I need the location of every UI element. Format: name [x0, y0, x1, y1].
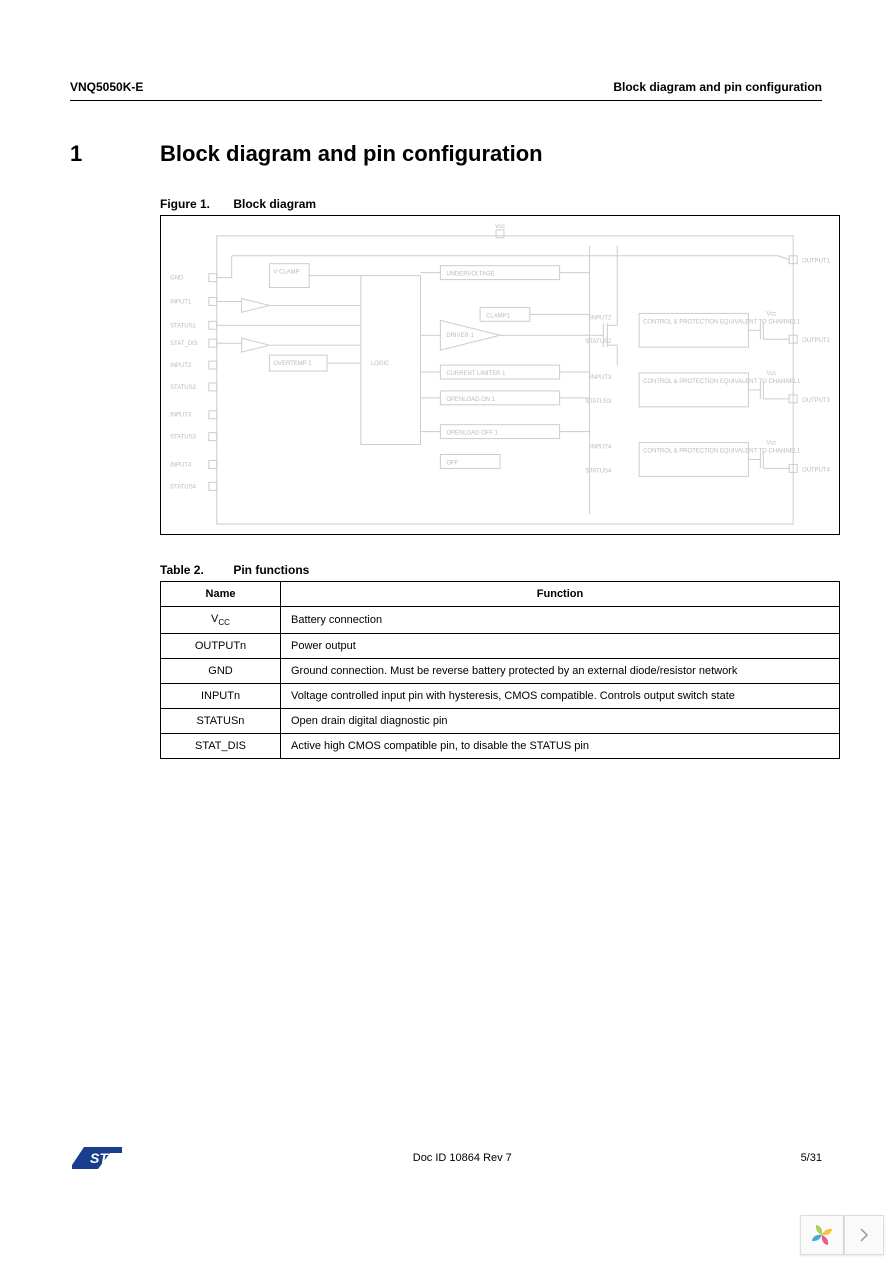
- st-logo-icon: ST: [70, 1143, 124, 1173]
- svg-text:STATUS1: STATUS1: [170, 323, 197, 329]
- bottom-nav: [800, 1215, 884, 1255]
- page-header: VNQ5050K-E Block diagram and pin configu…: [70, 80, 822, 101]
- vcc-label: Vcc: [495, 224, 505, 230]
- table-row: STATUSn Open drain digital diagnostic pi…: [161, 709, 840, 734]
- svg-text:STATUS4: STATUS4: [585, 468, 612, 474]
- section-heading: 1 Block diagram and pin configuration: [70, 141, 822, 167]
- buf2-icon: [242, 338, 270, 352]
- svg-text:STATUS4: STATUS4: [170, 484, 197, 490]
- svg-text:CONTROL & PROTECTION EQUIVALEN: CONTROL & PROTECTION EQUIVALENT TO CHANN…: [643, 319, 801, 325]
- svg-text:INPUT4: INPUT4: [590, 445, 612, 451]
- svg-text:INPUT1: INPUT1: [170, 299, 192, 305]
- section-number: 1: [70, 141, 160, 167]
- pin-name: STAT_DIS: [161, 734, 281, 759]
- pin-name: OUTPUTn: [161, 634, 281, 659]
- svg-text:GND: GND: [170, 276, 184, 282]
- table-title: Pin functions: [233, 563, 309, 577]
- nav-next-button[interactable]: [844, 1215, 884, 1255]
- page-footer: ST Doc ID 10864 Rev 7 5/31: [70, 1143, 822, 1173]
- svg-text:INPUT3: INPUT3: [170, 413, 192, 419]
- table-row: OUTPUTn Power output: [161, 634, 840, 659]
- svg-text:Vcc: Vcc: [766, 371, 776, 377]
- nav-home-button[interactable]: [800, 1215, 844, 1255]
- figure-caption: Figure 1. Block diagram: [160, 197, 822, 211]
- svg-text:Vcc: Vcc: [766, 311, 776, 317]
- col-name: Name: [161, 582, 281, 607]
- svg-text:OFF: OFF: [446, 460, 458, 466]
- pin-func: Ground connection. Must be reverse batte…: [281, 659, 840, 684]
- col-function: Function: [281, 582, 840, 607]
- table-row: VCC Battery connection: [161, 607, 840, 634]
- pin-func: Open drain digital diagnostic pin: [281, 709, 840, 734]
- table-row: GND Ground connection. Must be reverse b…: [161, 659, 840, 684]
- table-header-row: Name Function: [161, 582, 840, 607]
- right-pins: OUTPUT1 OUTPUT2 OUTPUT3 OUTPUT4: [789, 256, 830, 474]
- footer-page-num: 5/31: [801, 1152, 822, 1164]
- table-caption: Table 2. Pin functions: [160, 563, 822, 577]
- header-left: VNQ5050K-E: [70, 80, 143, 94]
- svg-text:ST: ST: [90, 1150, 109, 1166]
- svg-text:OUTPUT1: OUTPUT1: [802, 259, 830, 265]
- svg-text:INPUT2: INPUT2: [170, 363, 192, 369]
- left-pins: GND INPUT1 STATUS1 STAT_DIS INPUT2 STATU…: [170, 274, 217, 491]
- svg-text:STATUS2: STATUS2: [585, 339, 612, 345]
- svg-text:CONTROL & PROTECTION EQUIVALEN: CONTROL & PROTECTION EQUIVALENT TO CHANN…: [643, 449, 801, 455]
- table-label: Table 2.: [160, 563, 230, 577]
- svg-text:STATUS3: STATUS3: [585, 399, 612, 405]
- svg-text:OUTPUT3: OUTPUT3: [802, 398, 830, 404]
- section-title: Block diagram and pin configuration: [160, 141, 543, 167]
- pin-func: Active high CMOS compatible pin, to disa…: [281, 734, 840, 759]
- pin-name: INPUTn: [161, 684, 281, 709]
- svg-text:INPUT4: INPUT4: [170, 462, 192, 468]
- header-right: Block diagram and pin configuration: [613, 80, 822, 94]
- pin-name: GND: [161, 659, 281, 684]
- svg-text:OPENLOAD ON 1: OPENLOAD ON 1: [446, 397, 495, 403]
- svg-text:CURRENT LIMITER 1: CURRENT LIMITER 1: [446, 371, 506, 377]
- pin-func: Power output: [281, 634, 840, 659]
- chevron-right-icon: [859, 1228, 869, 1242]
- figure-label: Figure 1.: [160, 197, 230, 211]
- pin-functions-table: Name Function VCC Battery connection OUT…: [160, 581, 840, 759]
- buf1-icon: [242, 298, 270, 312]
- svg-text:INPUT2: INPUT2: [590, 315, 612, 321]
- pin-name: VCC: [161, 607, 281, 634]
- svg-text:Vcc: Vcc: [766, 441, 776, 447]
- pin-name: STATUSn: [161, 709, 281, 734]
- pin-func: Voltage controlled input pin with hyster…: [281, 684, 840, 709]
- svg-text:CLAMP1: CLAMP1: [486, 313, 511, 319]
- svg-text:V CLAMP: V CLAMP: [273, 270, 299, 276]
- svg-text:OVERTEMP 1: OVERTEMP 1: [273, 361, 312, 367]
- svg-text:OPENLOAD OFF 1: OPENLOAD OFF 1: [446, 431, 498, 437]
- svg-text:LOGIC: LOGIC: [371, 361, 390, 367]
- svg-text:OUTPUT4: OUTPUT4: [802, 467, 830, 473]
- svg-text:OUTPUT2: OUTPUT2: [802, 338, 830, 344]
- svg-text:STATUS3: STATUS3: [170, 435, 197, 441]
- pin-func: Battery connection: [281, 607, 840, 634]
- block-diagram-svg: Vcc GND INPUT1 STATUS1 STAT_DIS INPUT2 S…: [161, 216, 839, 534]
- svg-text:STAT_DIS: STAT_DIS: [170, 341, 198, 347]
- figure-title: Block diagram: [233, 197, 316, 211]
- footer-doc-id: Doc ID 10864 Rev 7: [413, 1152, 512, 1164]
- svg-text:UNDERVOLTAGE: UNDERVOLTAGE: [446, 272, 494, 278]
- svg-text:DRIVER 1: DRIVER 1: [446, 333, 474, 339]
- mosfet1-icon: [589, 246, 617, 365]
- svg-text:STATUS2: STATUS2: [170, 385, 197, 391]
- vcc-pin: [496, 230, 504, 238]
- svg-text:CONTROL & PROTECTION EQUIVALEN: CONTROL & PROTECTION EQUIVALENT TO CHANN…: [643, 379, 801, 385]
- svg-text:INPUT3: INPUT3: [590, 375, 612, 381]
- table-row: INPUTn Voltage controlled input pin with…: [161, 684, 840, 709]
- pinwheel-icon: [809, 1222, 835, 1248]
- table-row: STAT_DIS Active high CMOS compatible pin…: [161, 734, 840, 759]
- block-diagram: Vcc GND INPUT1 STATUS1 STAT_DIS INPUT2 S…: [160, 215, 840, 535]
